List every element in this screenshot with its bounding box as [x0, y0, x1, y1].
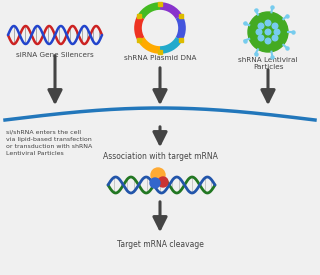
Circle shape: [248, 12, 288, 52]
Text: si/shRNA enters the cell
via lipid-based transfection
or transduction with shRNA: si/shRNA enters the cell via lipid-based…: [6, 130, 92, 156]
Text: Target mRNA cleavage: Target mRNA cleavage: [116, 240, 204, 249]
Text: Association with target mRNA: Association with target mRNA: [103, 152, 217, 161]
Circle shape: [272, 35, 278, 41]
Circle shape: [265, 29, 271, 35]
Circle shape: [258, 35, 264, 41]
Text: shRNA Plasmid DNA: shRNA Plasmid DNA: [124, 55, 196, 61]
Circle shape: [265, 38, 271, 44]
Circle shape: [265, 20, 271, 26]
Circle shape: [272, 23, 278, 29]
Circle shape: [150, 178, 160, 188]
Circle shape: [258, 23, 264, 29]
Circle shape: [151, 168, 165, 182]
Circle shape: [158, 177, 168, 187]
Circle shape: [256, 29, 262, 35]
Text: siRNA Gene Silencers: siRNA Gene Silencers: [16, 52, 94, 58]
Circle shape: [274, 29, 280, 35]
Text: shRNA Lentiviral
Particles: shRNA Lentiviral Particles: [238, 57, 298, 70]
